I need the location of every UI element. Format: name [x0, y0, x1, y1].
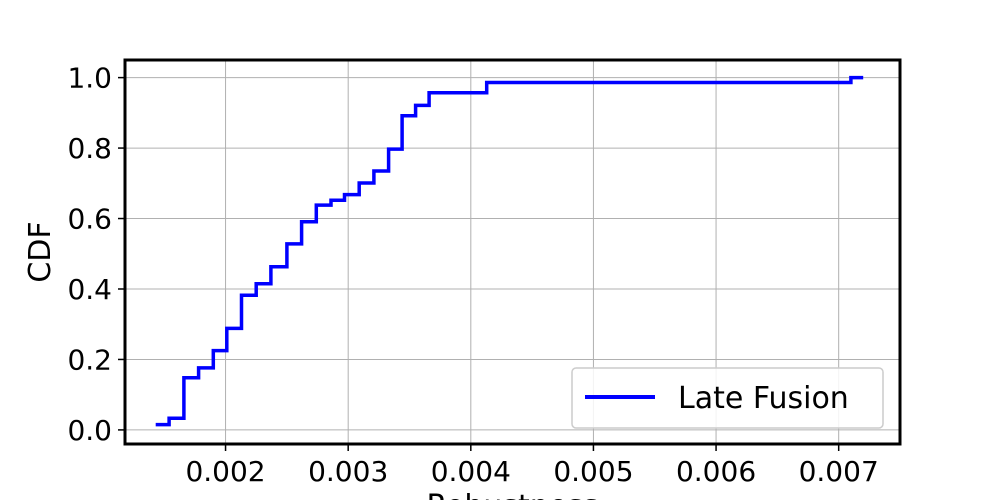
x-tick-label: 0.007 — [799, 455, 879, 488]
x-tick-label: 0.003 — [308, 455, 388, 488]
grid — [125, 60, 900, 444]
legend-label-late-fusion: Late Fusion — [678, 381, 849, 416]
x-tick-label: 0.006 — [676, 455, 756, 488]
x-axis: 0.002 0.003 0.004 0.005 0.006 0.007 — [185, 444, 879, 488]
series-layer — [155, 75, 864, 427]
plot-area-frame — [123, 58, 902, 446]
x-tick-label: 0.005 — [553, 455, 633, 488]
y-axis-label: CDF — [23, 221, 58, 282]
y-tick-label: 0.0 — [67, 414, 112, 447]
x-tick-label: 0.002 — [185, 455, 265, 488]
series-line-late-fusion — [155, 75, 864, 427]
y-tick-label: 0.4 — [67, 273, 112, 306]
legend: Late Fusion — [571, 367, 884, 429]
legend-box — [571, 367, 884, 429]
y-tick-label: 0.6 — [67, 203, 112, 236]
x-tick-label: 0.004 — [431, 455, 511, 488]
y-tick-label: 0.2 — [67, 343, 112, 376]
y-axis: 0.0 0.2 0.4 0.6 0.8 1.0 — [67, 62, 125, 447]
x-axis-label: Robustness — [426, 489, 598, 500]
y-tick-label: 0.8 — [67, 132, 112, 165]
y-tick-label: 1.0 — [67, 62, 112, 95]
